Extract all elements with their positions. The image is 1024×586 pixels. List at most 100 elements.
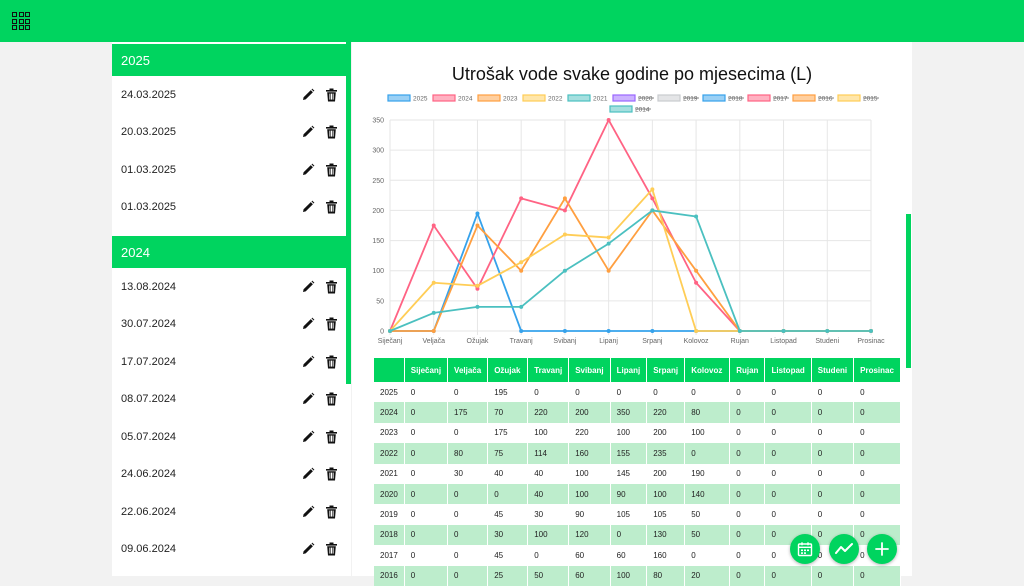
delete-icon[interactable] bbox=[321, 427, 341, 447]
legend-item-2022[interactable]: 2022 bbox=[522, 94, 563, 103]
table-cell: 0 bbox=[729, 545, 766, 566]
data-point-2021 bbox=[475, 304, 480, 309]
table-cell: 0 bbox=[853, 504, 901, 525]
legend-item-2020[interactable]: 2020 bbox=[612, 94, 654, 103]
edit-icon[interactable] bbox=[298, 502, 318, 522]
delete-icon[interactable] bbox=[321, 314, 341, 334]
delete-icon[interactable] bbox=[321, 539, 341, 559]
data-point-2023 bbox=[562, 196, 567, 201]
edit-icon[interactable] bbox=[298, 352, 318, 372]
table-cell: 60 bbox=[610, 545, 648, 566]
table-row: 2019 0 0 45 30 90 105 105 50 0 0 0 0 bbox=[374, 504, 901, 525]
table-cell: 0 bbox=[527, 545, 570, 566]
legend-item-2014[interactable]: 2014 bbox=[609, 105, 651, 114]
list-item[interactable]: 17.07.2024 bbox=[112, 343, 351, 381]
table-cell: 80 bbox=[684, 402, 731, 423]
edit-icon[interactable] bbox=[298, 464, 318, 484]
legend-label: 2018 bbox=[728, 96, 743, 103]
delete-icon[interactable] bbox=[321, 197, 341, 217]
table-cell: 0 bbox=[447, 422, 489, 444]
list-item[interactable]: 01.03.2025 bbox=[112, 189, 351, 227]
delete-icon[interactable] bbox=[321, 389, 341, 409]
calendar-fab[interactable] bbox=[790, 534, 820, 564]
legend-item-2025[interactable]: 2025 bbox=[387, 94, 428, 103]
entry-date: 01.03.2025 bbox=[121, 163, 177, 176]
table-cell: 105 bbox=[610, 504, 648, 525]
list-item[interactable]: 05.07.2024 bbox=[112, 418, 351, 456]
edit-icon[interactable] bbox=[298, 160, 318, 180]
chart-fab[interactable] bbox=[829, 534, 859, 564]
data-point-2024 bbox=[694, 280, 699, 285]
data-point-2021 bbox=[869, 329, 873, 333]
table-cell: 90 bbox=[610, 483, 648, 505]
table-cell: 0 bbox=[729, 402, 766, 423]
table-row: 2025 0 0 195 0 0 0 0 0 0 0 0 0 bbox=[374, 382, 901, 403]
sidebar: 2025 24.03.2025 20.03.2025 01.03.2025 01.03.… bbox=[112, 42, 351, 576]
legend-item-2024[interactable]: 2024 bbox=[432, 94, 473, 103]
series-line-2023 bbox=[390, 197, 871, 332]
add-fab[interactable] bbox=[867, 534, 897, 564]
edit-icon[interactable] bbox=[298, 539, 318, 559]
table-cell: 40 bbox=[527, 463, 570, 484]
legend-label: 2016 bbox=[818, 96, 833, 103]
column-header: Prosinac bbox=[853, 358, 901, 382]
delete-icon[interactable] bbox=[321, 160, 341, 180]
legend-swatch bbox=[702, 94, 726, 102]
table-cell: 50 bbox=[684, 504, 731, 525]
list-item[interactable]: 20.03.2025 bbox=[112, 114, 351, 152]
data-point-2023 bbox=[475, 223, 480, 228]
legend-swatch bbox=[792, 94, 816, 102]
edit-icon[interactable] bbox=[298, 85, 318, 105]
year-header[interactable]: 2025 bbox=[112, 44, 351, 76]
table-cell: 0 bbox=[811, 443, 855, 464]
legend-item-2016[interactable]: 2016 bbox=[792, 94, 834, 103]
table-cell: 160 bbox=[646, 545, 686, 566]
sidebar-scrollbar[interactable] bbox=[346, 42, 351, 384]
list-item[interactable]: 09.06.2024 bbox=[112, 531, 351, 569]
legend-item-2018[interactable]: 2018 bbox=[702, 94, 744, 103]
list-item[interactable]: 01.03.2025 bbox=[112, 151, 351, 189]
list-item[interactable]: 24.06.2024 bbox=[112, 456, 351, 494]
edit-icon[interactable] bbox=[298, 389, 318, 409]
legend-item-2021[interactable]: 2021 bbox=[567, 94, 608, 103]
delete-icon[interactable] bbox=[321, 85, 341, 105]
x-tick-label: Kolovoz bbox=[684, 338, 709, 345]
edit-icon[interactable] bbox=[298, 197, 318, 217]
list-item[interactable]: 22.06.2024 bbox=[112, 493, 351, 531]
list-item[interactable]: 13.08.2024 bbox=[112, 268, 351, 306]
table-cell: 0 bbox=[853, 483, 901, 505]
edit-icon[interactable] bbox=[298, 427, 318, 447]
data-point-2025 bbox=[606, 329, 611, 333]
edit-icon[interactable] bbox=[298, 122, 318, 142]
column-header: Studeni bbox=[811, 358, 855, 382]
table-cell: 30 bbox=[527, 504, 570, 525]
year-header[interactable]: 2024 bbox=[112, 236, 351, 268]
legend-item-2019[interactable]: 2019 bbox=[657, 94, 699, 103]
data-point-2022 bbox=[431, 280, 436, 285]
y-tick-label: 200 bbox=[372, 208, 384, 215]
delete-icon[interactable] bbox=[321, 352, 341, 372]
list-item[interactable]: 30.07.2024 bbox=[112, 306, 351, 344]
table-row: 2018 0 0 30 100 120 0 130 50 0 0 0 0 bbox=[374, 524, 901, 546]
table-cell: 0 bbox=[684, 545, 731, 566]
grid-menu-icon[interactable] bbox=[12, 12, 30, 30]
row-year-cell: 2019 bbox=[374, 504, 405, 525]
main-scrollbar[interactable] bbox=[906, 214, 911, 368]
calendar-icon bbox=[797, 542, 813, 557]
delete-icon[interactable] bbox=[321, 464, 341, 484]
delete-icon[interactable] bbox=[321, 277, 341, 297]
data-point-2022 bbox=[562, 232, 567, 237]
list-item[interactable]: 24.03.2025 bbox=[112, 76, 351, 114]
edit-icon[interactable] bbox=[298, 277, 318, 297]
legend-item-2015[interactable]: 2015 bbox=[837, 94, 879, 103]
delete-icon[interactable] bbox=[321, 502, 341, 522]
entry-date: 09.06.2024 bbox=[121, 543, 177, 556]
legend-item-2017[interactable]: 2017 bbox=[747, 94, 789, 103]
edit-icon[interactable] bbox=[298, 314, 318, 334]
x-tick-label: Rujan bbox=[731, 338, 749, 345]
delete-icon[interactable] bbox=[321, 122, 341, 142]
legend-item-2023[interactable]: 2023 bbox=[477, 94, 518, 103]
legend-label: 2015 bbox=[863, 96, 878, 103]
data-point-2021 bbox=[431, 310, 436, 315]
list-item[interactable]: 08.07.2024 bbox=[112, 381, 351, 419]
